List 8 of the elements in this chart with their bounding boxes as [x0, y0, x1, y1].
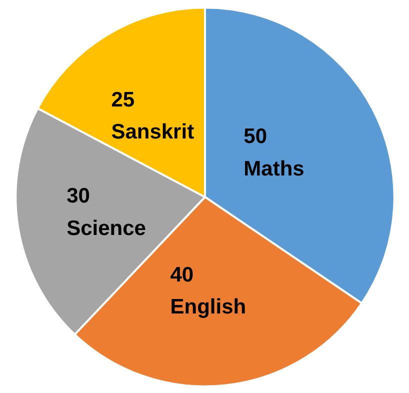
- slice-label: Sanskrit: [111, 120, 194, 144]
- data-label: 25: [111, 88, 135, 112]
- slice-label: English: [170, 296, 246, 319]
- data-label: 40: [170, 263, 194, 286]
- slice-label: Science: [66, 216, 146, 240]
- slice-label: Maths: [244, 157, 304, 180]
- data-label: 50: [244, 125, 268, 148]
- data-label: 30: [66, 184, 90, 208]
